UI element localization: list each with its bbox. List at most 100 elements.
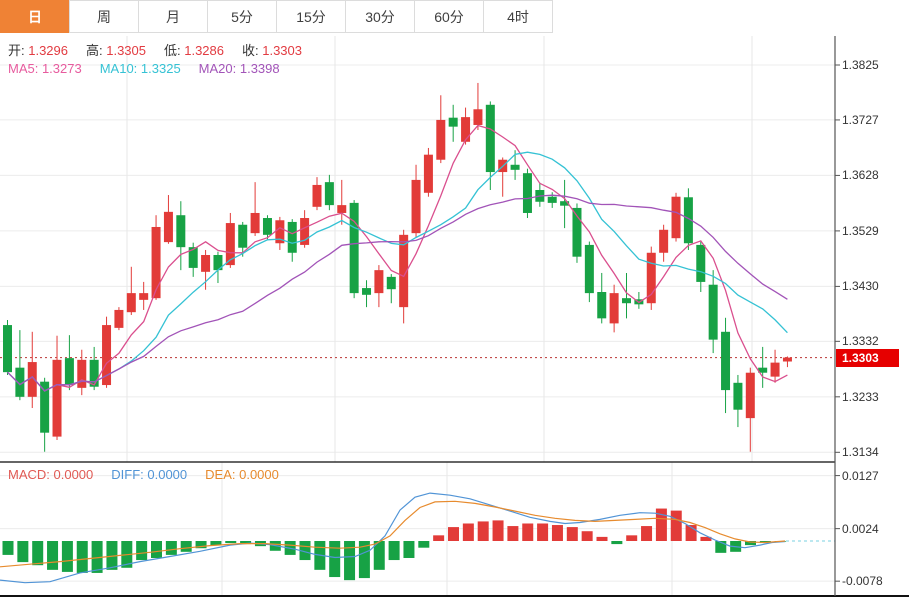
dea-line bbox=[0, 500, 786, 568]
macd-bar bbox=[388, 541, 400, 561]
tab-4hour[interactable]: 4时 bbox=[483, 0, 553, 33]
candle-body bbox=[547, 196, 557, 203]
tab-60min[interactable]: 60分 bbox=[414, 0, 484, 33]
macd-bar bbox=[670, 510, 682, 541]
candle-body bbox=[324, 182, 334, 206]
candle-body bbox=[114, 309, 124, 328]
candle-body bbox=[52, 359, 62, 437]
candle-body bbox=[770, 362, 780, 377]
macd-bar bbox=[165, 541, 177, 555]
gridlines bbox=[0, 36, 835, 596]
candle-body bbox=[250, 212, 260, 234]
candle-body bbox=[337, 205, 347, 213]
macd-bar bbox=[358, 541, 370, 579]
macd-bar bbox=[373, 541, 385, 570]
candle-body bbox=[312, 184, 322, 207]
candle-body bbox=[609, 293, 619, 324]
candle-body bbox=[721, 331, 731, 391]
macd-bar bbox=[195, 541, 207, 549]
macd-bar bbox=[225, 541, 237, 544]
price-tick-label: 1.3825 bbox=[842, 58, 879, 72]
macd-bar bbox=[715, 541, 727, 553]
current-price-tag: 1.3303 bbox=[836, 348, 899, 367]
macd-bar bbox=[2, 541, 14, 555]
candle-body bbox=[659, 229, 669, 253]
candle-body bbox=[510, 164, 520, 170]
macd-bar bbox=[151, 541, 162, 558]
info-pair: MA5: 1.3273 bbox=[8, 61, 82, 76]
tab-30min[interactable]: 30分 bbox=[345, 0, 415, 33]
candle-body bbox=[399, 234, 409, 308]
tab-15min[interactable]: 15分 bbox=[276, 0, 346, 33]
price-tick-label: 1.3233 bbox=[842, 389, 879, 404]
ma10-line bbox=[7, 151, 788, 392]
tab-5min[interactable]: 5分 bbox=[207, 0, 277, 33]
macd-bar bbox=[180, 541, 192, 552]
candle-body bbox=[151, 226, 161, 299]
candle-body bbox=[584, 244, 594, 294]
candle-body bbox=[362, 288, 372, 295]
candle-body bbox=[646, 252, 656, 304]
candle-body bbox=[745, 372, 755, 419]
candle-body bbox=[163, 211, 173, 243]
period-toolbar: 日周月 5分 15分 30分 60分 4时 bbox=[0, 0, 553, 33]
macd-bar bbox=[329, 541, 341, 578]
candle-body bbox=[201, 255, 211, 272]
ma5-line bbox=[7, 124, 788, 392]
candle-body bbox=[126, 293, 136, 313]
tab-day[interactable]: 日 bbox=[0, 0, 70, 33]
candle-body bbox=[275, 220, 285, 244]
candle-body bbox=[597, 292, 607, 319]
price-tick-label: 1.3529 bbox=[842, 223, 879, 238]
candle-body bbox=[473, 109, 483, 125]
macd-tick-label: -0.0078 bbox=[842, 574, 883, 589]
candle-body bbox=[696, 244, 706, 282]
candle-body bbox=[300, 218, 310, 245]
candle-body bbox=[349, 202, 359, 294]
macd-bar bbox=[433, 535, 445, 541]
candle-body bbox=[683, 197, 693, 244]
macd-bar bbox=[477, 521, 489, 541]
candle-body bbox=[188, 247, 198, 268]
macd-bar bbox=[240, 541, 252, 545]
macd-bar bbox=[210, 541, 222, 546]
candle-body bbox=[213, 255, 223, 271]
macd-bar bbox=[403, 541, 415, 558]
macd-bar bbox=[448, 527, 459, 541]
macd-bar bbox=[32, 541, 44, 566]
candle-body bbox=[423, 154, 433, 193]
candle-body bbox=[448, 117, 458, 127]
ma-info-row: MA5: 1.3273 MA10: 1.3325 MA20: 1.3398 bbox=[8, 61, 298, 76]
candle-body bbox=[238, 224, 248, 248]
tab-month[interactable]: 月 bbox=[138, 0, 208, 33]
info-pair: DIFF: 0.0000 bbox=[111, 467, 188, 482]
price-tick-label: 1.3332 bbox=[842, 334, 879, 349]
macd-panel[interactable] bbox=[0, 492, 835, 584]
macd-bar bbox=[344, 541, 356, 581]
macd-bar bbox=[462, 523, 474, 541]
price-tick-label: 1.3134 bbox=[842, 445, 879, 460]
candle-body bbox=[411, 179, 421, 234]
candle-body bbox=[77, 359, 87, 388]
axes bbox=[0, 36, 909, 597]
macd-bar bbox=[537, 523, 549, 541]
candle-body bbox=[15, 367, 25, 397]
macd-bar bbox=[700, 536, 712, 541]
macd-bar bbox=[685, 525, 697, 541]
candlestick-series[interactable] bbox=[3, 82, 792, 452]
price-tick-label: 1.3727 bbox=[842, 112, 879, 127]
tab-week[interactable]: 周 bbox=[69, 0, 139, 33]
candle-body bbox=[436, 119, 446, 160]
candle-body bbox=[225, 223, 235, 266]
macd-bar bbox=[136, 541, 148, 561]
price-tick-label: 1.3430 bbox=[842, 279, 879, 294]
macd-bar bbox=[61, 541, 73, 572]
info-pair: MACD: 0.0000 bbox=[8, 467, 94, 482]
macd-bar bbox=[17, 541, 29, 563]
candle-body bbox=[572, 207, 582, 257]
macd-bar bbox=[507, 526, 519, 541]
candle-body bbox=[176, 215, 186, 248]
price-tick-label: 1.3628 bbox=[842, 168, 879, 183]
candle-body bbox=[40, 381, 50, 433]
